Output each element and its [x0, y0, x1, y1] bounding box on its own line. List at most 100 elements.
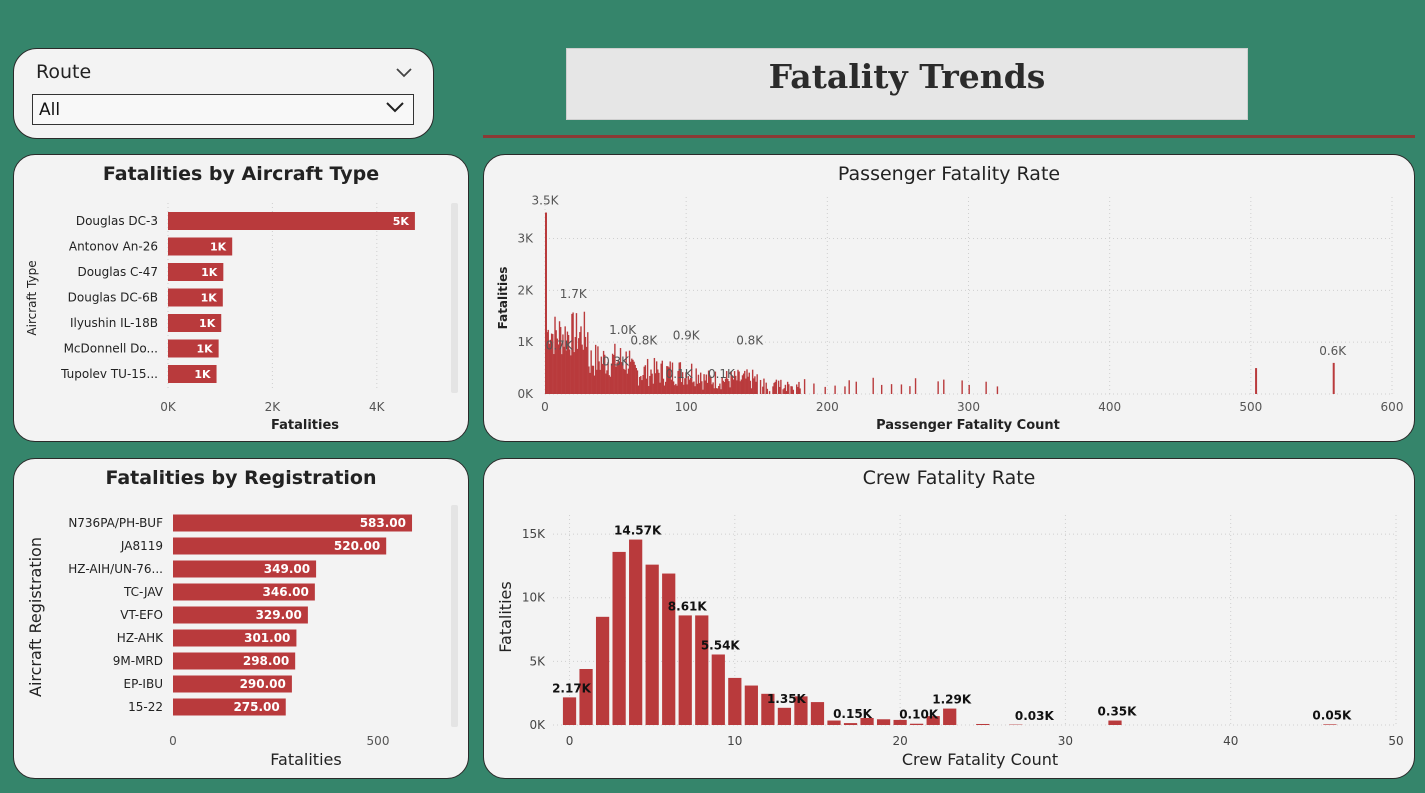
- bar: [625, 351, 627, 394]
- category-label: TC-JAV: [123, 585, 164, 599]
- bar: [750, 388, 753, 394]
- bar: [635, 367, 638, 394]
- x-axis-label: Fatalities: [270, 750, 341, 769]
- bar: [636, 370, 639, 394]
- bar: [721, 377, 723, 394]
- data-label: 275.00: [233, 700, 279, 714]
- bar: [168, 263, 224, 281]
- data-label: 1K: [199, 317, 216, 330]
- x-tick-label: 500: [1239, 400, 1262, 414]
- bar: [663, 385, 666, 394]
- bar: [684, 378, 686, 394]
- bar: [667, 366, 669, 394]
- data-label: 329.00: [256, 608, 302, 622]
- bar: [558, 321, 561, 394]
- bar: [578, 338, 580, 394]
- bar: [706, 382, 709, 394]
- bar: [556, 338, 558, 394]
- route-dropdown[interactable]: All: [32, 94, 414, 125]
- data-label: 520.00: [334, 539, 380, 553]
- category-label: McDonnell Do...: [64, 342, 158, 356]
- x-tick-label: 0: [566, 734, 574, 748]
- bar: [824, 386, 826, 394]
- bar: [654, 373, 657, 394]
- bar: [168, 212, 415, 230]
- x-axis-label: Passenger Fatality Count: [876, 418, 1060, 433]
- registration-chart: N736PA/PH-BUF 583.00 JA8119 520.00 HZ-AIH/UN…: [26, 505, 458, 769]
- bar: [900, 384, 903, 394]
- bar: [595, 616, 610, 725]
- data-label: 0.35K: [1098, 705, 1138, 719]
- y-tick-label: 2K: [517, 283, 534, 297]
- dropdown-chevron-icon[interactable]: [385, 99, 405, 118]
- bar: [545, 212, 547, 394]
- bar: [552, 334, 554, 394]
- bar: [557, 344, 560, 394]
- bar: [575, 313, 578, 394]
- bar: [549, 339, 552, 394]
- data-label: 0.15K: [833, 707, 873, 721]
- bar: [643, 366, 645, 394]
- bar: [792, 389, 795, 394]
- bar: [606, 370, 608, 394]
- x-tick-label: 10: [727, 734, 742, 748]
- bar: [724, 378, 727, 394]
- bar: [616, 362, 618, 394]
- bar: [637, 385, 640, 394]
- bar: [976, 723, 990, 725]
- crew-chart: 0K 5K 10K 15K 0 10 20 30 40 50 2.17K 14.57K 8.61K 5.5…: [496, 515, 1404, 769]
- bar: [768, 391, 771, 394]
- category-label: Douglas C-47: [77, 265, 158, 279]
- data-label: 2.17K: [552, 681, 592, 695]
- bar: [692, 382, 694, 394]
- bar: [661, 360, 664, 394]
- bar: [775, 379, 778, 394]
- bar: [745, 378, 747, 394]
- bar: [592, 365, 595, 394]
- x-tick-label: 200: [816, 400, 839, 414]
- registration-chart-title: Fatalities by Registration: [105, 467, 377, 489]
- bar: [810, 702, 825, 725]
- bar: [996, 386, 999, 394]
- bar: [614, 343, 616, 394]
- bar: [605, 373, 607, 394]
- bar: [173, 583, 315, 601]
- category-label: Tupolev TU-15...: [60, 367, 158, 381]
- bar: [623, 368, 625, 394]
- bar: [765, 382, 767, 394]
- x-tick-label: 0K: [160, 400, 177, 414]
- bar: [680, 382, 683, 394]
- header-divider: [483, 135, 1415, 138]
- bar: [672, 381, 675, 394]
- bar: [666, 366, 668, 394]
- bar: [550, 333, 553, 394]
- y-tick-label: 5K: [529, 654, 546, 668]
- crew-chart-title: Crew Fatality Rate: [862, 467, 1036, 489]
- bar: [731, 376, 734, 394]
- bar: [744, 685, 758, 725]
- x-tick-label: 4K: [369, 400, 386, 414]
- bar: [755, 381, 757, 394]
- bar: [728, 381, 730, 394]
- bar: [685, 372, 687, 394]
- bar: [676, 385, 678, 394]
- bar: [573, 352, 575, 394]
- bar: [612, 551, 626, 725]
- bar: [168, 339, 219, 358]
- data-label: 5.54K: [701, 638, 741, 652]
- bar: [168, 314, 222, 332]
- bar: [736, 380, 738, 394]
- bar: [762, 386, 764, 394]
- bar: [696, 383, 699, 394]
- bar: [763, 378, 765, 394]
- bar: [1108, 720, 1122, 725]
- chevron-down-icon[interactable]: [395, 63, 413, 82]
- aircraft-type-chart-title: Fatalities by Aircraft Type: [102, 163, 380, 185]
- bar: [653, 357, 656, 394]
- bar: [893, 719, 907, 725]
- bar: [626, 373, 628, 394]
- bar: [687, 376, 689, 394]
- bar: [713, 388, 715, 394]
- y-tick-label: 10K: [522, 591, 546, 605]
